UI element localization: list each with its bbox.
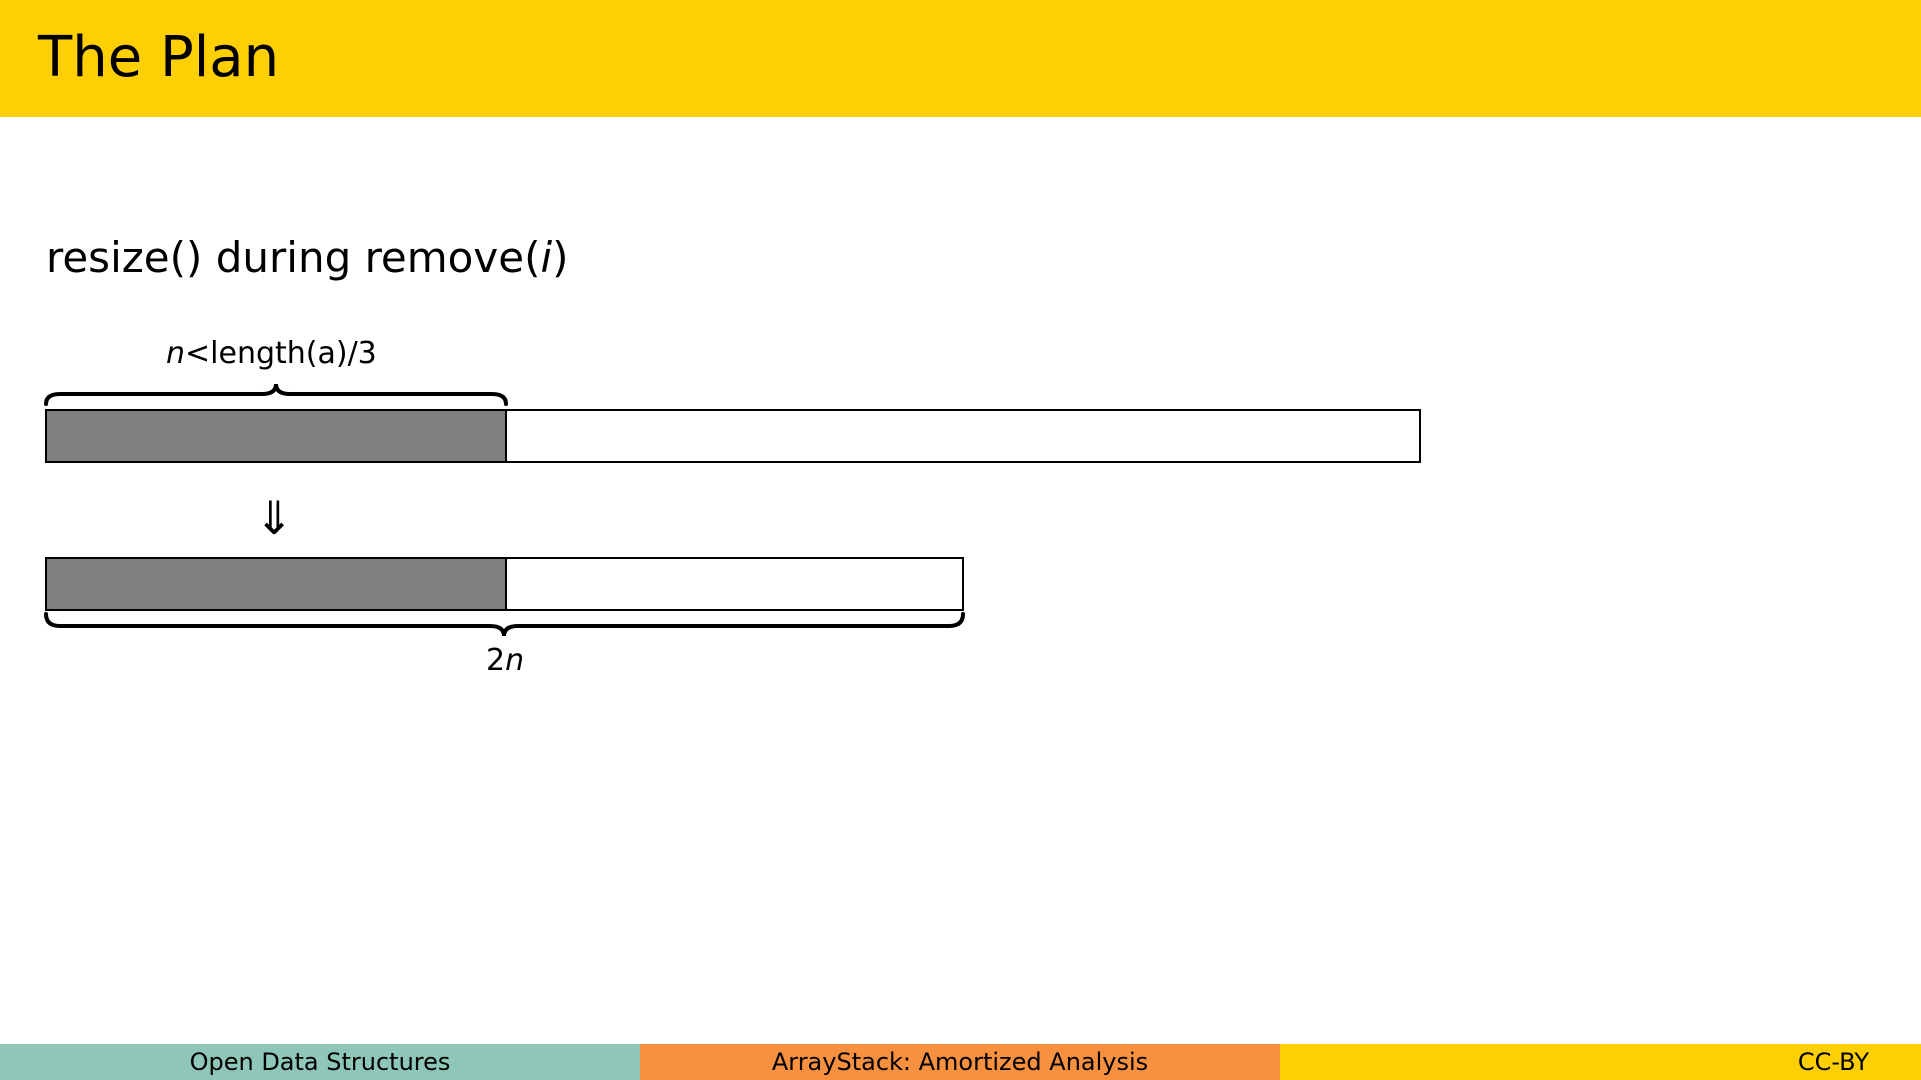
top-brace (44, 383, 508, 406)
top-label-variable: n (166, 336, 186, 371)
slide-header: The Plan (0, 0, 1921, 117)
footer-license: CC-BY (1280, 1044, 1921, 1080)
bottom-label-variable: n (505, 643, 525, 678)
subtitle-suffix: ) (552, 233, 569, 282)
subtitle-prefix: resize() during remove( (46, 233, 541, 282)
top-brace-label: n<length(a)/3 (166, 334, 377, 374)
top-label-expression: <length(a)/3 (185, 336, 377, 371)
top-array-filled (45, 409, 507, 463)
bottom-array-filled (45, 557, 507, 611)
subtitle-variable: i (540, 233, 553, 282)
slide-title: The Plan (38, 25, 280, 90)
footer-section-title: ArrayStack: Amortized Analysis (640, 1044, 1280, 1080)
footer-book-title: Open Data Structures (0, 1044, 640, 1080)
bottom-brace-label: 2n (486, 641, 524, 681)
bottom-label-number: 2 (486, 643, 506, 678)
slide-footer: Open Data Structures ArrayStack: Amortiz… (0, 1044, 1921, 1080)
bottom-brace (44, 612, 965, 637)
slide-subtitle: resize() during remove(i) (46, 232, 569, 284)
down-arrow: ⇓ (255, 491, 294, 545)
